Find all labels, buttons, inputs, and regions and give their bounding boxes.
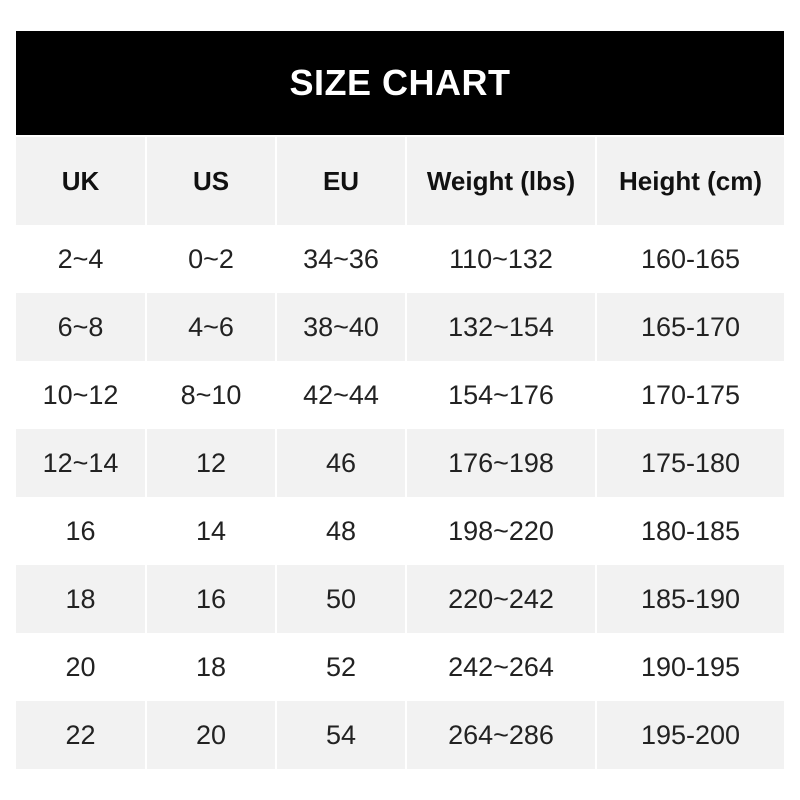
table-cell: 190-195 (640, 651, 741, 682)
table-cell: 16 (65, 515, 96, 546)
table-cell: 198~220 (448, 515, 554, 546)
table-cell: 20 (65, 651, 96, 682)
column-header: US (147, 137, 275, 225)
table-cell: 220~242 (407, 565, 595, 633)
column-header: Weight (lbs) (407, 137, 595, 225)
table-cell: 54 (277, 701, 405, 769)
table-cell: 18 (195, 651, 227, 682)
table-cell: 180-185 (640, 515, 741, 546)
table-cell: 52 (325, 651, 357, 682)
table-cell: 14 (195, 515, 227, 546)
table-cell: 4~6 (147, 293, 275, 361)
table-cell: 22 (16, 701, 145, 769)
table-cell: 8~10 (180, 379, 242, 410)
table-cell: 185-190 (597, 565, 784, 633)
table-cell: 18 (16, 565, 145, 633)
table-cell: 48 (325, 515, 357, 546)
table-cell: 0~2 (188, 243, 234, 274)
size-chart-title: SIZE CHART (16, 31, 784, 135)
table-cell: 175-180 (597, 429, 784, 497)
size-chart-table: UK US EU Weight (lbs) Height (cm) 2~4 0~2 34~36… (16, 137, 784, 769)
table-cell: 264~286 (407, 701, 595, 769)
table-cell: 176~198 (407, 429, 595, 497)
table-cell: 12 (147, 429, 275, 497)
table-cell: 10~12 (42, 379, 119, 410)
table-cell: 242~264 (448, 651, 554, 682)
table-cell: 195-200 (597, 701, 784, 769)
table-cell: 110~132 (449, 243, 553, 274)
table-cell: 160-165 (640, 243, 741, 274)
table-cell: 165-170 (597, 293, 784, 361)
table-cell: 170-175 (640, 379, 741, 410)
table-cell: 132~154 (407, 293, 595, 361)
table-cell: 42~44 (303, 379, 379, 410)
table-cell: 20 (147, 701, 275, 769)
table-cell: 2~4 (57, 243, 104, 274)
table-cell: 38~40 (277, 293, 405, 361)
table-cell: 6~8 (16, 293, 145, 361)
table-cell: 12~14 (16, 429, 145, 497)
column-header: Height (cm) (597, 137, 784, 225)
table-cell: 50 (277, 565, 405, 633)
table-cell: 34~36 (303, 243, 379, 274)
column-header: UK (16, 137, 145, 225)
column-header: EU (277, 137, 405, 225)
table-cell: 154~176 (448, 379, 554, 410)
table-cell: 16 (147, 565, 275, 633)
table-cell: 46 (277, 429, 405, 497)
